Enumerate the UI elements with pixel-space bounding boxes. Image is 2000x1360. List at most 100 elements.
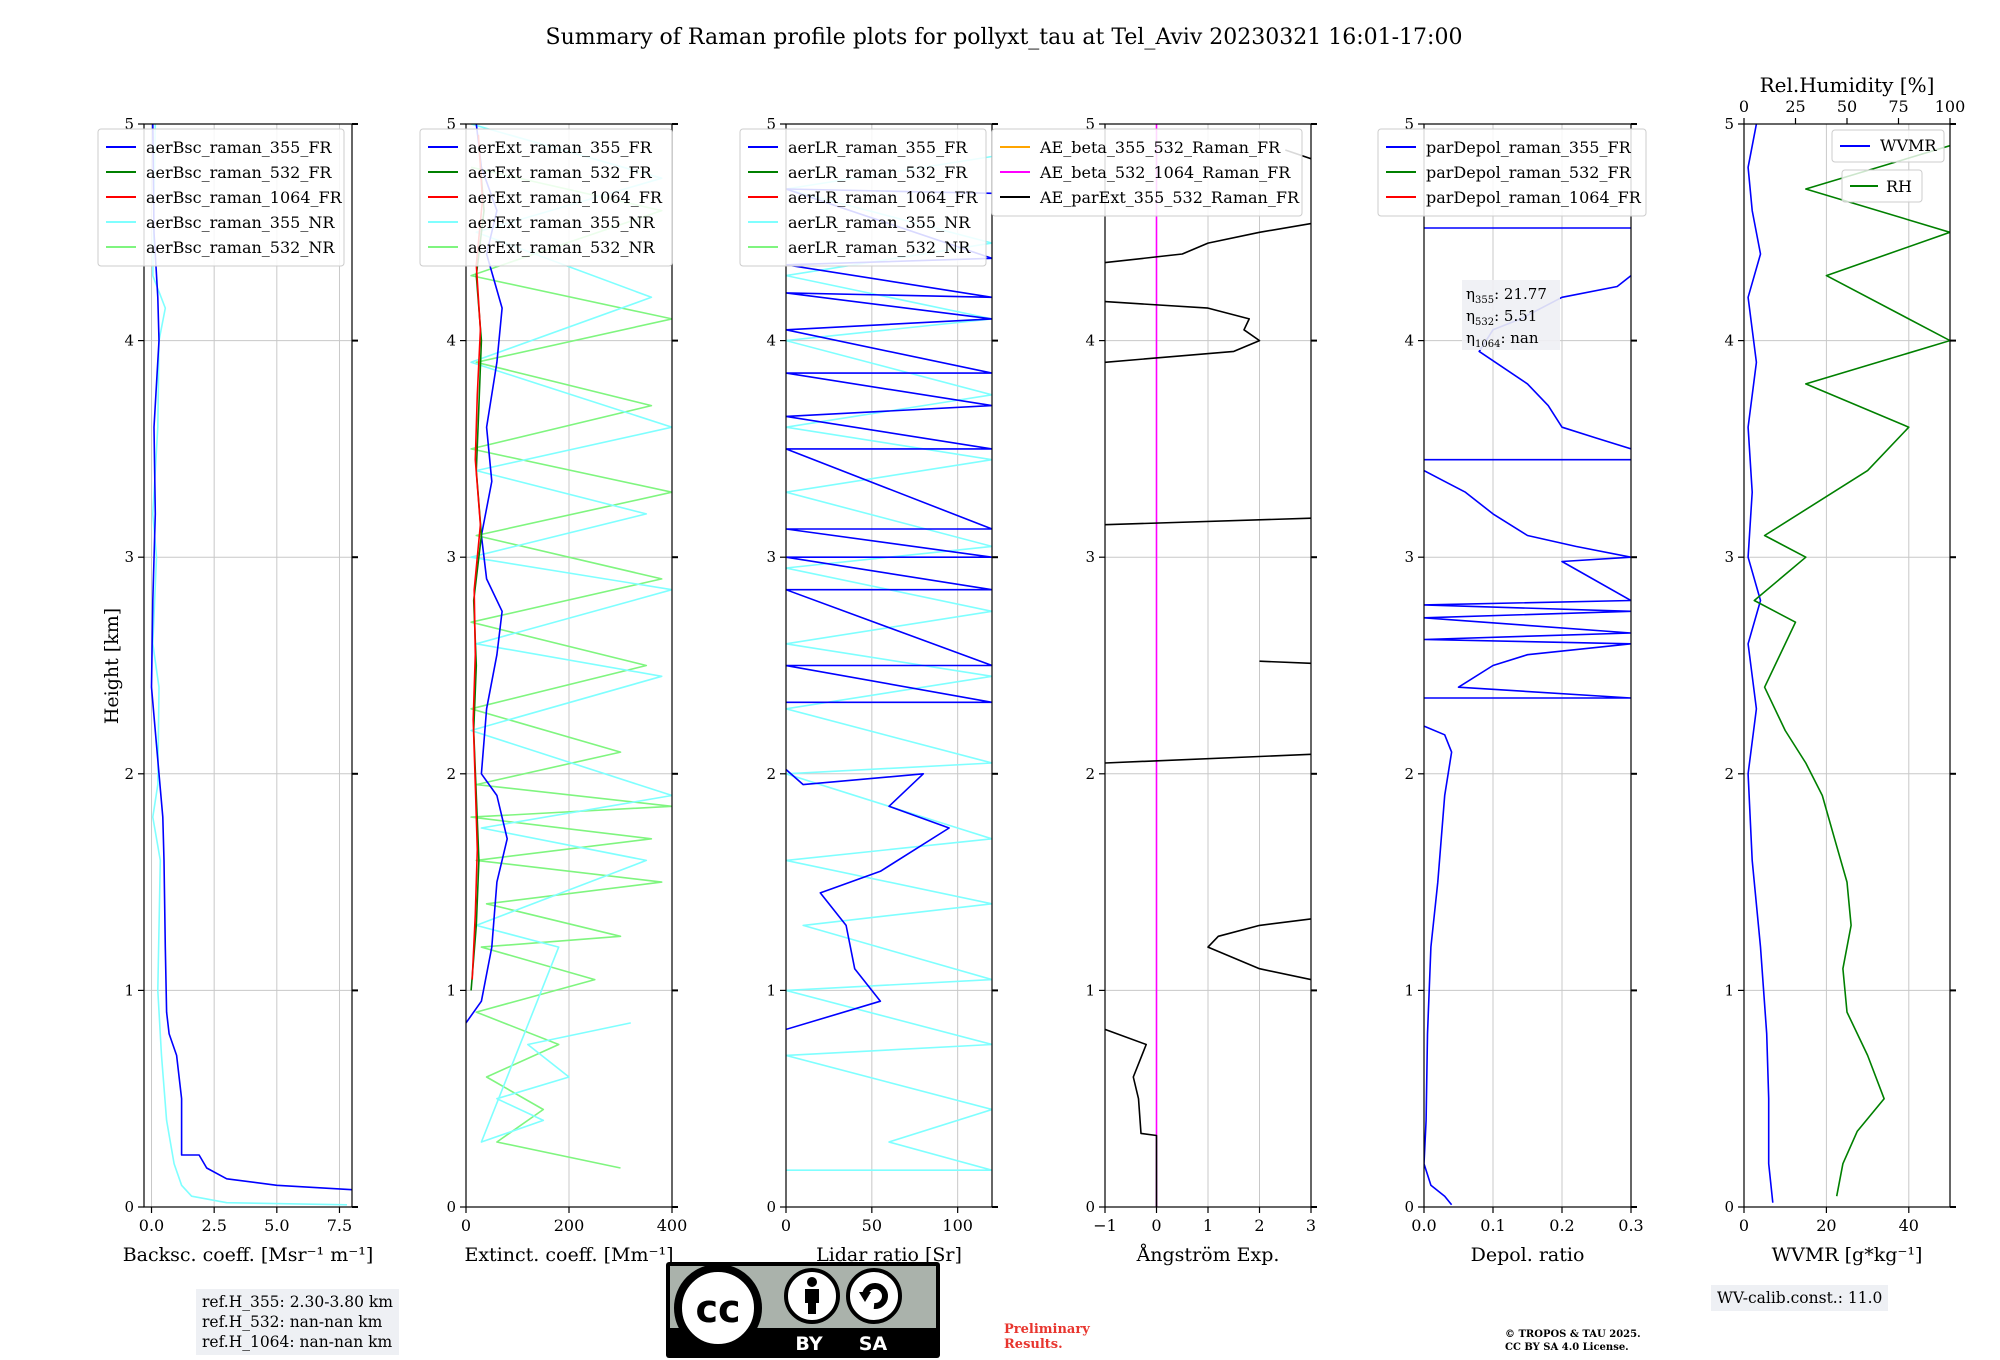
eta-value: : 21.77 <box>1494 285 1547 303</box>
y-tick-label: 0 <box>1404 1198 1414 1216</box>
x-tick-label: 0.1 <box>1480 1216 1505 1235</box>
legend-label: parDepol_raman_1064_FR <box>1426 188 1642 207</box>
x-tick-label: 0.0 <box>1411 1216 1436 1235</box>
x-tick-label: 0 <box>781 1216 791 1235</box>
panel-wv: 0 20 40 0 1 2 3 4 5 WVMR [g*kg⁻¹] 0 25 50 75 100Rel.Hu… <box>1724 73 1965 1266</box>
figure-title: Summary of Raman profile plots for polly… <box>546 25 1463 50</box>
series-line-blue <box>1478 274 1631 450</box>
y-tick-label: 2 <box>766 765 776 783</box>
y-tick-label: 5 <box>124 115 134 133</box>
legend-box <box>1831 129 1945 163</box>
eta-box <box>1462 280 1560 350</box>
y-tick-label: 2 <box>124 765 134 783</box>
legend-label: aerExt_raman_532_NR <box>468 238 656 257</box>
y-tick-label: 4 <box>1404 332 1414 350</box>
y-tick-label: 3 <box>1085 548 1095 566</box>
eta-subscript: 1064 <box>1475 339 1500 350</box>
eta-label: η355: 21.77 <box>1466 285 1547 306</box>
legend-label: RH <box>1886 177 1912 196</box>
series-line-black <box>1105 1028 1158 1207</box>
series-line-green <box>1753 144 1950 1197</box>
series-line-blue <box>1424 469 1631 699</box>
legend-label: WVMR <box>1880 136 1937 155</box>
top-x-tick-label: 100 <box>1935 97 1966 116</box>
series-line-blue <box>786 188 992 704</box>
wv-calib-box: WV-calib.const.: 11.0 <box>1711 1285 1889 1311</box>
copyright-line-1: © TROPOS & TAU 2025. <box>1505 1329 1641 1340</box>
legend-label: aerLR_raman_1064_FR <box>788 188 978 207</box>
series-group <box>466 124 672 1169</box>
top-x-tick-label: 0 <box>1739 97 1749 116</box>
eta-subscript: 355 <box>1475 295 1494 306</box>
legend-label: aerBsc_raman_532_NR <box>146 238 335 257</box>
y-tick-label: 0 <box>1085 1198 1095 1216</box>
y-tick-label: 0 <box>446 1198 456 1216</box>
y-tick-label: 3 <box>766 548 776 566</box>
top-x-tick-label: 75 <box>1888 97 1908 116</box>
wv-calib-text: WV-calib.const.: 11.0 <box>1717 1289 1883 1307</box>
panel-ext: 0 200 400 0 1 2 3 4 5 Extinct. coeff. [Mm⁻¹] aerEx… <box>419 115 687 1266</box>
x-tick-label: 0.0 <box>139 1216 164 1235</box>
y-tick-label: 4 <box>446 332 456 350</box>
series-line-black <box>1207 918 1311 981</box>
y-tick-label: 4 <box>766 332 776 350</box>
series-group <box>1424 227 1631 1206</box>
y-tick-label: 2 <box>1724 765 1734 783</box>
legend: aerLR_raman_355_FR aerLR_raman_532_FR aerL… <box>739 128 987 267</box>
x-tick-label: 2.5 <box>201 1216 226 1235</box>
y-tick-label: 5 <box>1404 115 1414 133</box>
legend-label: aerLR_raman_532_FR <box>788 163 968 182</box>
eta-label: η1064: nan <box>1466 329 1539 350</box>
y-tick-label: 2 <box>446 765 456 783</box>
y-tick-label: 1 <box>766 981 776 999</box>
copyright-note: © TROPOS & TAU 2025. CC BY SA 4.0 Licens… <box>1505 1328 1641 1354</box>
series-line-cyan <box>786 155 992 1171</box>
series-line-black <box>1259 660 1311 665</box>
legend-label: aerExt_raman_355_NR <box>468 213 656 232</box>
y-axis-label: Height [km] <box>101 608 123 724</box>
legend-label: AE_beta_532_1064_Raman_FR <box>1039 163 1291 182</box>
eta-value: : nan <box>1500 329 1538 347</box>
series-line-blue <box>786 768 950 1031</box>
x-axis-label: WVMR [g*kg⁻¹] <box>1772 1244 1923 1266</box>
plot-frame <box>785 123 993 1208</box>
series-line-black <box>1105 517 1311 526</box>
legend: WVMR RH <box>1831 129 1945 203</box>
legend-box <box>991 128 1303 217</box>
eta-symbol: η <box>1466 329 1475 347</box>
legend-label: AE_beta_355_532_Raman_FR <box>1039 138 1281 157</box>
legend-box <box>97 128 345 267</box>
series-line-blue <box>1424 725 1453 1206</box>
series-group <box>150 124 352 1206</box>
ref-height-355: ref.H_355: 2.30-3.80 km <box>202 1293 393 1311</box>
y-tick-label: 1 <box>446 981 456 999</box>
cc-sa-text: SA <box>859 1333 888 1355</box>
x-tick-label: 2 <box>1254 1216 1264 1235</box>
y-tick-label: 0 <box>124 1198 134 1216</box>
legend-label: parDepol_raman_355_FR <box>1426 138 1632 157</box>
cc-license-badge: cc BY SA <box>666 1262 940 1358</box>
series-line-cyan <box>152 124 348 1206</box>
y-tick-label: 3 <box>1404 548 1414 566</box>
top-x-tick-label: 50 <box>1837 97 1857 116</box>
x-axis-label: Lidar ratio [Sr] <box>816 1244 962 1266</box>
cc-by-text: BY <box>795 1333 822 1355</box>
x-tick-label: 200 <box>554 1216 585 1235</box>
plot-frame <box>1423 123 1632 1208</box>
ref-height-1064: ref.H_1064: nan-nan km <box>202 1333 393 1351</box>
legend-label: aerBsc_raman_1064_FR <box>146 188 343 207</box>
legend-label: aerExt_raman_1064_FR <box>468 188 663 207</box>
x-tick-label: 0 <box>1151 1216 1161 1235</box>
legend-label: aerExt_raman_355_FR <box>468 138 653 157</box>
eta-subscript: 532 <box>1475 317 1494 328</box>
preliminary-results-note: Preliminary Results. <box>1004 1322 1090 1352</box>
x-tick-label: 0.3 <box>1618 1216 1643 1235</box>
legend-box <box>739 128 987 267</box>
cc-logo-text: cc <box>695 1287 740 1331</box>
x-tick-label: 7.5 <box>327 1216 352 1235</box>
y-tick-label: 2 <box>1404 765 1414 783</box>
preliminary-line-2: Results. <box>1004 1337 1063 1352</box>
